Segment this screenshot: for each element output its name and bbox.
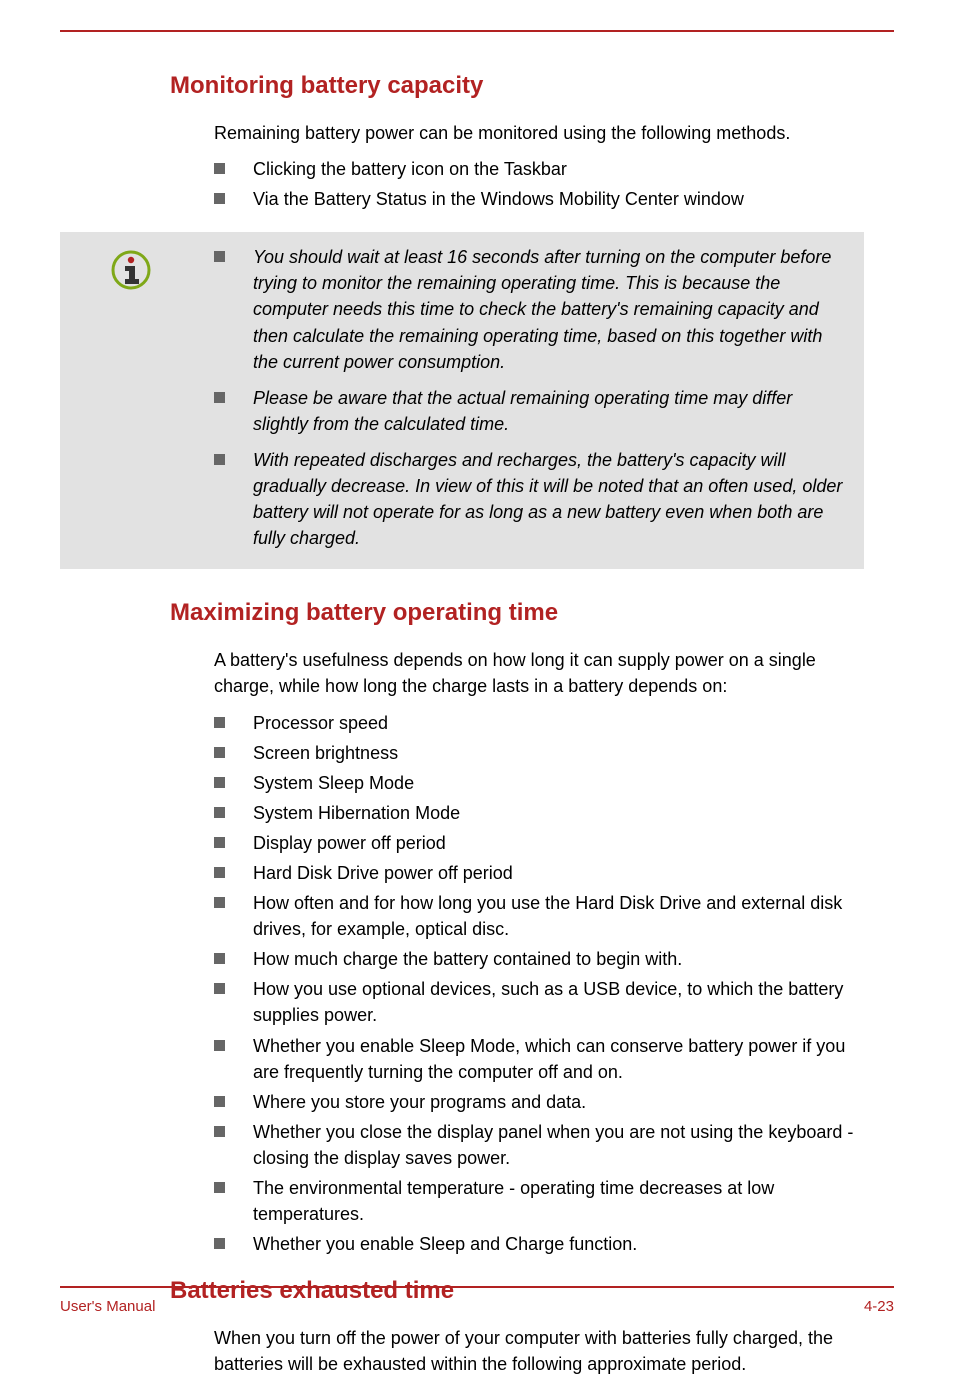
bullet-square-icon: [214, 983, 225, 994]
list-item: How much charge the battery contained to…: [214, 946, 864, 972]
list-item: How you use optional devices, such as a …: [214, 976, 864, 1028]
bullet-square-icon: [214, 1126, 225, 1137]
bullet-square-icon: [214, 193, 225, 204]
list-item: Please be aware that the actual remainin…: [214, 385, 844, 437]
list-item-text: Where you store your programs and data.: [253, 1089, 864, 1115]
bullet-square-icon: [214, 251, 225, 262]
info-note-box: You should wait at least 16 seconds afte…: [60, 232, 864, 569]
list-item: Whether you enable Sleep Mode, which can…: [214, 1033, 864, 1085]
list-item-text: System Sleep Mode: [253, 770, 864, 796]
bullet-square-icon: [214, 1040, 225, 1051]
list-item-text: Via the Battery Status in the Windows Mo…: [253, 186, 864, 212]
list-item: Hard Disk Drive power off period: [214, 860, 864, 886]
list-item-text: The environmental temperature - operatin…: [253, 1175, 864, 1227]
list-item: Processor speed: [214, 710, 864, 736]
list-item: System Sleep Mode: [214, 770, 864, 796]
list-item: Via the Battery Status in the Windows Mo…: [214, 186, 864, 212]
bullet-square-icon: [214, 1096, 225, 1107]
bullet-square-icon: [214, 392, 225, 403]
list-item-text: Whether you enable Sleep Mode, which can…: [253, 1033, 864, 1085]
list-item: The environmental temperature - operatin…: [214, 1175, 864, 1227]
section2-bullets: Processor speed Screen brightness System…: [214, 710, 864, 1258]
bullet-square-icon: [214, 867, 225, 878]
info-note-text: Please be aware that the actual remainin…: [253, 385, 844, 437]
footer-left: User's Manual: [60, 1298, 155, 1315]
footer-right: 4-23: [864, 1298, 894, 1315]
page-footer: User's Manual 4-23: [60, 1286, 894, 1315]
list-item-text: Whether you enable Sleep and Charge func…: [253, 1231, 864, 1257]
list-item: Where you store your programs and data.: [214, 1089, 864, 1115]
list-item: Whether you enable Sleep and Charge func…: [214, 1231, 864, 1257]
list-item-text: How much charge the battery contained to…: [253, 946, 864, 972]
list-item: With repeated discharges and recharges, …: [214, 447, 844, 551]
info-note-list: You should wait at least 16 seconds afte…: [214, 244, 844, 551]
list-item-text: Screen brightness: [253, 740, 864, 766]
list-item-text: Processor speed: [253, 710, 864, 736]
list-item-text: Whether you close the display panel when…: [253, 1119, 864, 1171]
list-item-text: How often and for how long you use the H…: [253, 890, 864, 942]
section-heading-maximizing: Maximizing battery operating time: [170, 599, 894, 627]
page-container: Monitoring battery capacity Remaining ba…: [0, 0, 954, 1345]
list-item-text: Clicking the battery icon on the Taskbar: [253, 156, 864, 182]
list-item: Screen brightness: [214, 740, 864, 766]
list-item: Whether you close the display panel when…: [214, 1119, 864, 1171]
list-item-text: System Hibernation Mode: [253, 800, 864, 826]
bullet-square-icon: [214, 1238, 225, 1249]
bullet-square-icon: [214, 163, 225, 174]
section1-intro: Remaining battery power can be monitored…: [214, 120, 864, 146]
list-item: Display power off period: [214, 830, 864, 856]
bullet-square-icon: [214, 717, 225, 728]
bullet-square-icon: [214, 1182, 225, 1193]
bullet-square-icon: [214, 953, 225, 964]
info-note-text: You should wait at least 16 seconds afte…: [253, 244, 844, 374]
info-icon: [110, 249, 152, 291]
info-note-text: With repeated discharges and recharges, …: [253, 447, 844, 551]
list-item: System Hibernation Mode: [214, 800, 864, 826]
list-item: You should wait at least 16 seconds afte…: [214, 244, 844, 374]
bullet-square-icon: [214, 897, 225, 908]
section-heading-monitoring: Monitoring battery capacity: [170, 72, 894, 100]
section2-intro: A battery's usefulness depends on how lo…: [214, 647, 864, 699]
section3-intro: When you turn off the power of your comp…: [214, 1325, 864, 1377]
bullet-square-icon: [214, 807, 225, 818]
list-item-text: How you use optional devices, such as a …: [253, 976, 864, 1028]
list-item: Clicking the battery icon on the Taskbar: [214, 156, 864, 182]
bullet-square-icon: [214, 454, 225, 465]
bullet-square-icon: [214, 777, 225, 788]
bullet-square-icon: [214, 747, 225, 758]
list-item-text: Hard Disk Drive power off period: [253, 860, 864, 886]
bullet-square-icon: [214, 837, 225, 848]
list-item-text: Display power off period: [253, 830, 864, 856]
info-icon-column: [80, 244, 214, 296]
top-horizontal-rule: [60, 30, 894, 32]
list-item: How often and for how long you use the H…: [214, 890, 864, 942]
section1-bullets: Clicking the battery icon on the Taskbar…: [214, 156, 864, 212]
